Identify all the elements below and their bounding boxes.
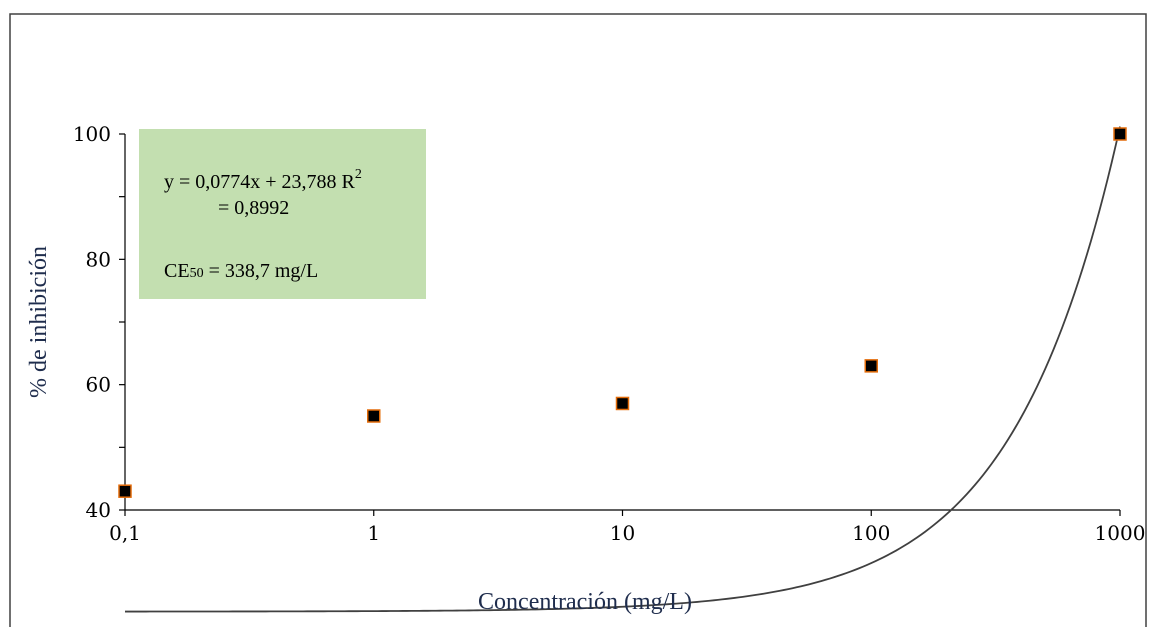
data-point bbox=[615, 396, 630, 411]
y-tick-label: 60 bbox=[86, 373, 111, 397]
data-point bbox=[367, 409, 381, 423]
x-ticks: 0,1 1 10 100 1000 bbox=[109, 510, 1145, 545]
data-point bbox=[864, 359, 878, 373]
ce50-label: CE50 = 338,7 mg/L bbox=[164, 260, 318, 282]
data-point bbox=[1113, 127, 1127, 141]
y-tick-label: 40 bbox=[86, 498, 111, 522]
equation-box: y = 0,0774x + 23,788 R2 = 0,8992 CE50 = … bbox=[139, 129, 426, 299]
trend-curve-path bbox=[124, 126, 1121, 613]
chart-frame bbox=[9, 13, 1147, 627]
equation-text: y = 0,0774x + 23,788 R bbox=[164, 171, 356, 193]
ce50-value: = 338,7 mg/L bbox=[204, 260, 319, 282]
trend-curve bbox=[124, 126, 1121, 613]
y-tick-label: 80 bbox=[86, 247, 111, 271]
data-points bbox=[118, 127, 1127, 498]
data-point bbox=[118, 484, 132, 498]
ce50-prefix: CE bbox=[164, 260, 190, 282]
x-tick-label: 10 bbox=[610, 521, 635, 545]
y-tick-label: 100 bbox=[73, 122, 111, 146]
y-ticks: 40 60 80 100 bbox=[73, 122, 125, 522]
x-tick-label: 0,1 bbox=[109, 521, 141, 545]
equation-box-background bbox=[139, 129, 426, 299]
x-tick-label: 1 bbox=[367, 521, 380, 545]
ce50-subscript: 50 bbox=[190, 266, 204, 281]
x-axis-title: Concentración (mg/L) bbox=[478, 589, 692, 615]
r-squared-superscript: 2 bbox=[355, 167, 362, 182]
x-tick-label: 1000 bbox=[1095, 521, 1146, 545]
r-squared-value: = 0,8992 bbox=[218, 197, 289, 219]
regression-equation: y = 0,0774x + 23,788 R2 bbox=[164, 167, 362, 193]
y-axis-title: % de inhibición bbox=[26, 246, 52, 398]
x-tick-label: 100 bbox=[852, 521, 890, 545]
axes: 40 60 80 100 0,1 1 10 100 1000 bbox=[73, 122, 1146, 545]
